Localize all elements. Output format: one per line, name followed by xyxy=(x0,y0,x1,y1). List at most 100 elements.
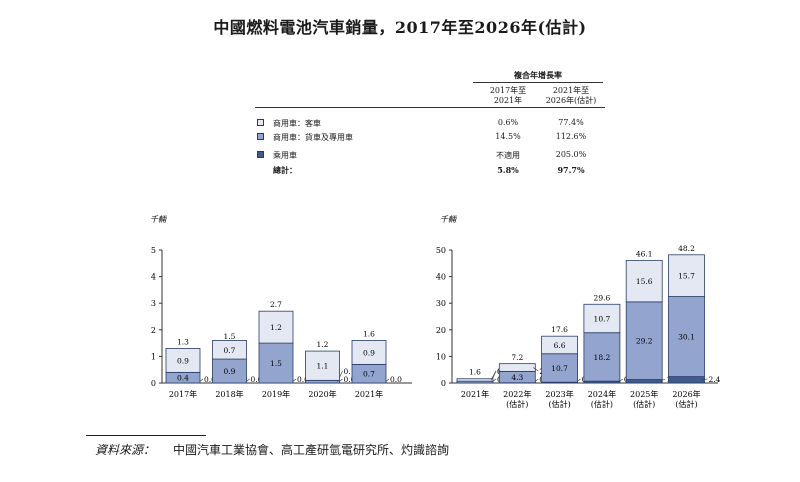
cagr-value: 77.4% xyxy=(558,118,584,127)
x-tick-label: 2019年 xyxy=(262,389,290,399)
total-label: 1.2 xyxy=(317,340,329,349)
leader-line xyxy=(490,370,497,381)
source-label: 資料來源： xyxy=(95,443,156,457)
data-label: 0.4 xyxy=(177,374,189,383)
source-rule xyxy=(86,435,206,436)
y-unit-label: 千輛 xyxy=(150,215,168,224)
bar-segment xyxy=(541,353,578,383)
x-tick-label: (估計) xyxy=(548,399,570,409)
source-text: 中國汽車工業協會、高工產研氫電研究所、灼識諮詢 xyxy=(173,443,450,457)
bar-segment xyxy=(456,378,494,382)
total-label: 1.6 xyxy=(469,368,481,377)
cagr-total-value: 5.8% xyxy=(497,165,519,175)
total-label: 46.1 xyxy=(636,249,653,258)
y-tick-label: 2 xyxy=(151,326,156,335)
table-rule xyxy=(255,107,605,108)
legend-row-passenger: 乘用車 不適用 205.0% xyxy=(255,150,605,164)
cagr-value: 112.6% xyxy=(555,132,587,141)
bar-segment xyxy=(258,310,294,344)
bar-segment xyxy=(305,350,340,381)
data-label: 18.2 xyxy=(594,353,611,362)
legend-label: 商用車：客車 xyxy=(273,119,321,128)
cagr-col1-header: 2017年至 2021年 xyxy=(473,86,543,106)
data-label: 10.7 xyxy=(551,364,568,373)
data-label: 0.9 xyxy=(224,367,236,376)
total-label: 1.5 xyxy=(224,332,236,341)
leader-line xyxy=(617,378,624,383)
bar-segment xyxy=(625,379,663,384)
data-label: 0.1 xyxy=(344,367,356,376)
data-label: 0.9 xyxy=(177,356,189,365)
col1-header-line1: 2017年至 xyxy=(489,86,527,95)
leader-line xyxy=(660,378,666,382)
leader-line xyxy=(533,367,539,372)
x-tick-label: 2017年 xyxy=(169,389,197,399)
bar-segment xyxy=(541,335,578,355)
cagr-value: 0.6% xyxy=(497,118,519,127)
data-label: 1.2 xyxy=(270,323,282,332)
cagr-group-header: 複合年增長率 xyxy=(514,70,562,80)
data-label: 0.0 xyxy=(204,375,216,384)
legend-row-total: 總計： 5.8% 97.7% xyxy=(255,165,605,179)
total-label: 1.6 xyxy=(363,329,375,338)
table-rule xyxy=(473,82,603,83)
x-tick-label: (估計) xyxy=(591,399,613,409)
legend-label: 商用車：貨車及專用車 xyxy=(273,133,353,142)
y-tick-label: 1 xyxy=(151,352,156,361)
bar-segment xyxy=(498,363,536,372)
cagr-total-value: 97.7% xyxy=(557,165,585,175)
leader-line xyxy=(702,378,708,381)
x-tick-label: 2018年 xyxy=(215,389,243,399)
bar-segment xyxy=(165,348,201,373)
x-tick-label: (估計) xyxy=(633,399,655,409)
x-tick-label: (估計) xyxy=(675,399,697,409)
data-label: 0.9 xyxy=(363,348,375,357)
data-label: 0.7 xyxy=(224,346,236,355)
data-label: 0.0 xyxy=(390,375,402,384)
cagr-value: 205.0% xyxy=(555,150,587,159)
y-tick-label: 40 xyxy=(436,273,446,282)
data-label: 0.0 xyxy=(251,375,263,384)
bar-segment xyxy=(258,342,294,384)
source-note: 資料來源： 中國汽車工業協會、高工產研氫電研究所、灼識諮詢 xyxy=(95,441,449,458)
total-label: 7.2 xyxy=(511,353,523,362)
bar-segment xyxy=(212,340,247,360)
x-tick-label: 2022年 xyxy=(503,389,531,399)
col1-header-line2: 2021年 xyxy=(493,96,523,105)
x-tick-label: 2021年 xyxy=(355,389,383,399)
col2-header-line2: 2026年(估計) xyxy=(545,96,597,105)
data-label: 6.6 xyxy=(554,341,566,350)
total-label: 48.2 xyxy=(678,244,695,253)
legend-swatch-passenger xyxy=(257,151,264,158)
legend-swatch-bus xyxy=(257,119,264,126)
y-unit-label: 千輛 xyxy=(440,215,458,224)
data-label: 15.7 xyxy=(678,272,695,281)
bar-segment xyxy=(625,301,663,380)
y-tick-label: 20 xyxy=(436,326,446,335)
bar-segment xyxy=(583,332,621,382)
bar-segment xyxy=(668,376,705,384)
bar-segment xyxy=(583,303,621,334)
total-label: 29.6 xyxy=(594,293,611,302)
bar-segment xyxy=(351,340,387,365)
y-tick-label: 4 xyxy=(151,273,156,282)
y-tick-label: 5 xyxy=(151,246,156,255)
legend-row-bus: 商用車：客車 0.6% 77.4% xyxy=(255,118,605,132)
data-label: 0.7 xyxy=(363,370,375,379)
y-tick-label: 10 xyxy=(436,352,446,361)
col2-header-line1: 2021年至 xyxy=(552,86,590,95)
bar-segment xyxy=(668,296,705,378)
chart-title: 中國燃料電池汽車銷量，2017年至2026年(估計) xyxy=(213,18,587,37)
total-label: 總計： xyxy=(273,165,297,175)
y-tick-label: 50 xyxy=(436,246,446,255)
legend-swatch-truck xyxy=(257,133,264,140)
bar-segment xyxy=(668,254,705,297)
x-tick-label: (估計) xyxy=(506,399,528,409)
y-tick-label: 0 xyxy=(151,379,156,388)
total-label: 17.6 xyxy=(551,325,568,334)
total-label: 2.7 xyxy=(270,300,282,309)
data-label: 4.3 xyxy=(511,373,523,382)
y-tick-label: 3 xyxy=(151,299,156,308)
